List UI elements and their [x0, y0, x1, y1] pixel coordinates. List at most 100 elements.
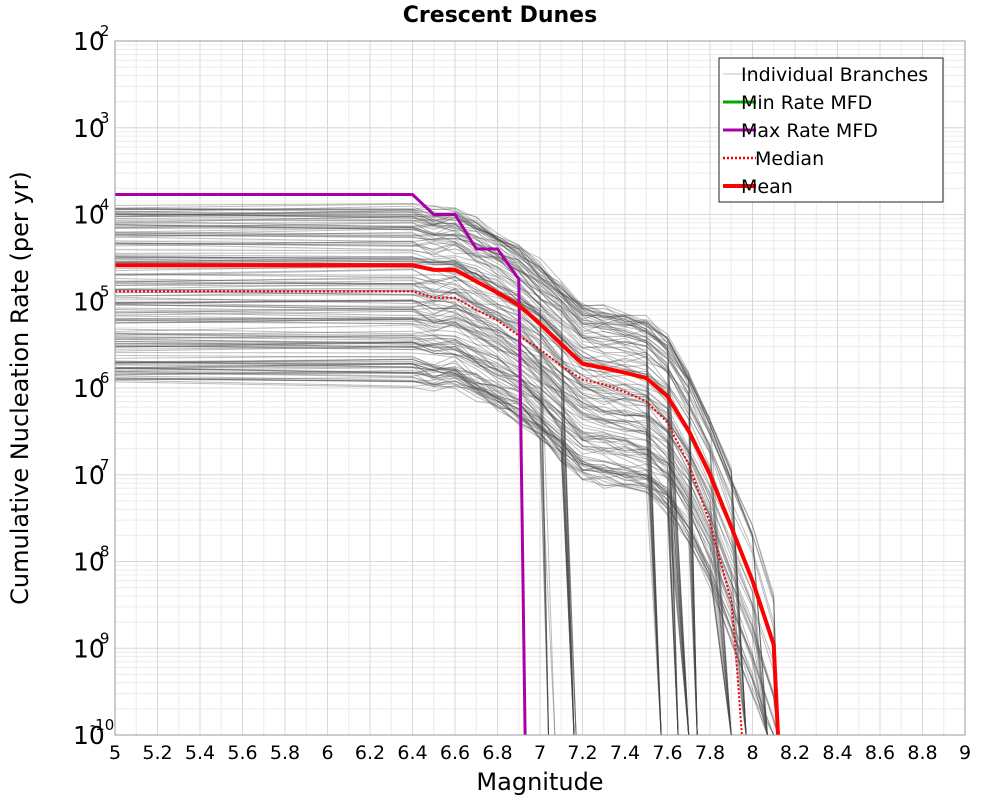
y-tick-exponent: -6 — [95, 369, 110, 387]
x-tick-label: 8.8 — [907, 742, 937, 764]
branch-line — [114, 234, 747, 736]
branch-line — [114, 211, 768, 736]
branch-line — [114, 304, 732, 736]
legend: Individual Branches Min Rate MFD Max Rate … — [718, 57, 944, 203]
branch-line — [114, 234, 690, 736]
branch-line — [114, 310, 698, 736]
x-tick-labels: 5 5.2 5.4 5.6 5.8 6 6.2 6.4 6.6 6.8 7 7.2 7.4 7.6 7.8 8… — [109, 742, 971, 764]
y-tick-exponent: -10 — [90, 716, 115, 734]
branch-line — [114, 202, 747, 736]
branch-line — [114, 268, 662, 736]
branch-line — [114, 369, 549, 736]
y-tick-base: 10 — [73, 548, 105, 577]
branch-line — [114, 368, 679, 736]
branch-line — [114, 257, 577, 736]
branch-line — [114, 377, 679, 736]
x-tick-label: 6 — [321, 742, 333, 764]
branch-line — [115, 227, 679, 736]
branch-line — [114, 259, 679, 736]
branch-line — [114, 240, 698, 736]
y-tick-base: 10 — [73, 634, 105, 663]
x-tick-label: 8.6 — [865, 742, 895, 764]
branch-line — [114, 282, 549, 736]
individual-branches — [114, 202, 779, 736]
branch-line — [114, 362, 679, 736]
branch-line — [114, 255, 549, 736]
y-tick-exponent: -4 — [95, 196, 110, 214]
branch-line — [114, 296, 768, 736]
branch-line — [114, 372, 768, 736]
branch-line — [114, 339, 698, 736]
branch-line — [114, 290, 698, 736]
y-tick-exponent: -3 — [95, 109, 110, 127]
branch-line — [114, 340, 747, 736]
branch-line — [114, 330, 747, 736]
x-axis-label: Magnitude — [476, 768, 603, 796]
branch-line — [114, 289, 679, 736]
legend-label: Mean — [741, 176, 793, 198]
y-tick-exponent: -9 — [95, 629, 110, 647]
branch-line — [114, 211, 662, 736]
branch-line — [114, 210, 698, 736]
branch-line — [114, 375, 575, 736]
branch-line — [114, 260, 698, 736]
branch-line — [114, 367, 662, 736]
y-tick-exponent: -7 — [95, 456, 110, 474]
branch-line — [114, 341, 779, 736]
branch-line — [114, 207, 662, 736]
branch-line — [114, 273, 577, 736]
branch-line — [114, 363, 698, 736]
y-tick-base: 10 — [73, 114, 105, 143]
branch-line — [114, 318, 779, 736]
branch-line — [114, 359, 732, 736]
branch-line — [114, 294, 662, 736]
x-tick-label: 5 — [109, 742, 121, 764]
branch-line — [114, 287, 662, 736]
branch-line — [114, 341, 779, 736]
branch-line — [114, 363, 768, 736]
y-tick-base: 10 — [73, 374, 105, 403]
branch-line — [114, 222, 698, 736]
y-tick-exponent: -5 — [95, 282, 110, 300]
branch-line — [114, 299, 732, 736]
branch-line — [114, 317, 779, 736]
legend-label: Median — [755, 148, 824, 170]
branch-line — [114, 345, 732, 736]
branch-line — [114, 211, 690, 736]
branch-line — [114, 308, 690, 736]
legend-label: Min Rate MFD — [741, 92, 872, 114]
branch-line — [114, 223, 768, 736]
branch-line — [114, 381, 549, 736]
branch-line — [114, 226, 698, 736]
x-tick-label: 5.2 — [142, 742, 172, 764]
branch-line — [114, 370, 732, 736]
branch-line — [114, 215, 779, 736]
branch-line — [114, 228, 575, 736]
y-tick-base: 10 — [73, 721, 105, 750]
branch-line — [114, 254, 575, 736]
branch-line — [114, 203, 698, 736]
y-tick-base: 10 — [73, 461, 105, 490]
branch-line — [114, 256, 556, 736]
series-lines — [115, 193, 780, 736]
branch-line — [114, 273, 577, 736]
branch-line — [114, 345, 575, 736]
x-tick-label: 6.2 — [355, 742, 385, 764]
branch-line — [114, 352, 679, 736]
branch-line — [114, 252, 690, 736]
branch-line — [114, 284, 732, 736]
branch-line — [114, 339, 698, 736]
branch-line — [114, 303, 690, 736]
x-tick-label: 8.4 — [822, 742, 852, 764]
branch-line — [114, 318, 732, 736]
branch-line — [114, 318, 768, 736]
branch-line — [114, 236, 779, 736]
x-tick-label: 7.6 — [652, 742, 682, 764]
branch-line — [114, 342, 575, 736]
branch-line — [114, 219, 698, 736]
branch-line — [114, 307, 747, 736]
y-tick-base: 10 — [73, 201, 105, 230]
branch-line — [114, 354, 690, 736]
legend-label: Max Rate MFD — [741, 120, 878, 142]
branch-line — [114, 231, 732, 736]
